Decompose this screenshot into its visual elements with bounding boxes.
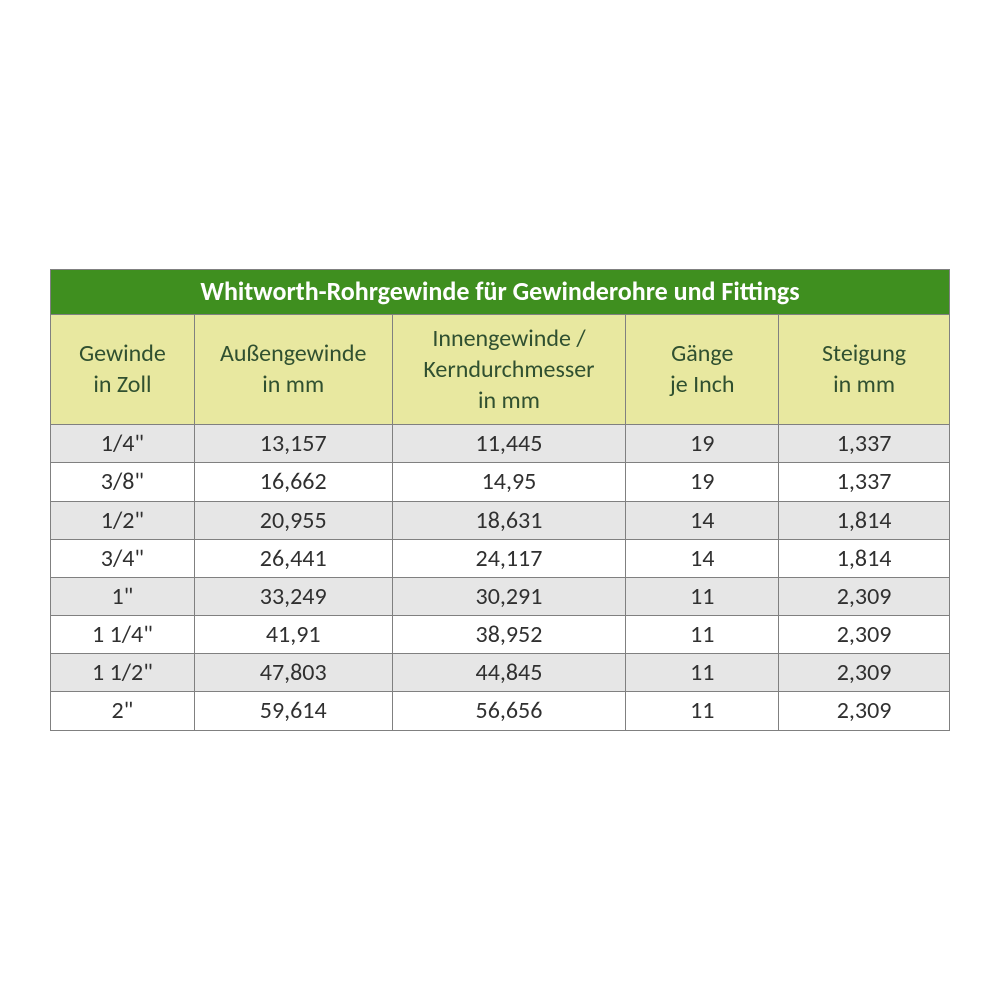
cell: 1,814 xyxy=(779,501,950,539)
table-container: Whitworth-Rohrgewinde für Gewinderohre u… xyxy=(50,269,950,730)
cell: 2,309 xyxy=(779,616,950,654)
table-row: 1/4" 13,157 11,445 19 1,337 xyxy=(51,425,950,463)
cell: 1 1/4" xyxy=(51,616,195,654)
header-4-line2: in mm xyxy=(833,370,895,399)
cell: 1" xyxy=(51,577,195,615)
cell: 19 xyxy=(626,425,779,463)
cell: 16,662 xyxy=(194,463,392,501)
table-row: 1 1/2" 47,803 44,845 11 2,309 xyxy=(51,654,950,692)
column-header-1: Außengewinde in mm xyxy=(194,314,392,425)
table-row: 1 1/4" 41,91 38,952 11 2,309 xyxy=(51,616,950,654)
whitworth-table: Whitworth-Rohrgewinde für Gewinderohre u… xyxy=(50,269,950,730)
table-header-row: Gewinde in Zoll Außengewinde in mm Innen… xyxy=(51,314,950,425)
cell: 1,337 xyxy=(779,425,950,463)
table-body: 1/4" 13,157 11,445 19 1,337 3/8" 16,662 … xyxy=(51,425,950,731)
cell: 33,249 xyxy=(194,577,392,615)
cell: 44,845 xyxy=(392,654,626,692)
table-title-row: Whitworth-Rohrgewinde für Gewinderohre u… xyxy=(51,270,950,314)
cell: 2" xyxy=(51,692,195,730)
cell: 1,337 xyxy=(779,463,950,501)
cell: 11,445 xyxy=(392,425,626,463)
cell: 11 xyxy=(626,692,779,730)
cell: 11 xyxy=(626,616,779,654)
cell: 1 1/2" xyxy=(51,654,195,692)
header-0-line1: Gewinde xyxy=(79,339,166,368)
cell: 11 xyxy=(626,654,779,692)
header-3-line1: Gänge xyxy=(671,339,733,368)
cell: 14,95 xyxy=(392,463,626,501)
cell: 18,631 xyxy=(392,501,626,539)
column-header-2: Innengewinde / Kerndurchmesser in mm xyxy=(392,314,626,425)
cell: 11 xyxy=(626,577,779,615)
header-2-line2: Kerndurchmesser xyxy=(423,355,594,384)
column-header-0: Gewinde in Zoll xyxy=(51,314,195,425)
cell: 24,117 xyxy=(392,539,626,577)
cell: 19 xyxy=(626,463,779,501)
cell: 3/8" xyxy=(51,463,195,501)
header-0-line2: in Zoll xyxy=(93,370,151,399)
header-1-line1: Außengewinde xyxy=(220,339,366,368)
cell: 14 xyxy=(626,539,779,577)
table-row: 2" 59,614 56,656 11 2,309 xyxy=(51,692,950,730)
cell: 1/4" xyxy=(51,425,195,463)
cell: 56,656 xyxy=(392,692,626,730)
cell: 30,291 xyxy=(392,577,626,615)
cell: 3/4" xyxy=(51,539,195,577)
header-4-line1: Steigung xyxy=(822,339,906,368)
column-header-3: Gänge je Inch xyxy=(626,314,779,425)
table-row: 3/4" 26,441 24,117 14 1,814 xyxy=(51,539,950,577)
header-3-line2: je Inch xyxy=(670,370,735,399)
table-row: 1" 33,249 30,291 11 2,309 xyxy=(51,577,950,615)
cell: 1,814 xyxy=(779,539,950,577)
table-row: 1/2" 20,955 18,631 14 1,814 xyxy=(51,501,950,539)
cell: 59,614 xyxy=(194,692,392,730)
cell: 38,952 xyxy=(392,616,626,654)
table-title: Whitworth-Rohrgewinde für Gewinderohre u… xyxy=(51,270,950,314)
cell: 1/2" xyxy=(51,501,195,539)
cell: 13,157 xyxy=(194,425,392,463)
cell: 2,309 xyxy=(779,577,950,615)
cell: 2,309 xyxy=(779,654,950,692)
cell: 2,309 xyxy=(779,692,950,730)
cell: 41,91 xyxy=(194,616,392,654)
header-2-line3: in mm xyxy=(478,386,540,415)
cell: 14 xyxy=(626,501,779,539)
header-2-line1: Innengewinde / xyxy=(432,324,585,353)
header-1-line2: in mm xyxy=(262,370,324,399)
table-row: 3/8" 16,662 14,95 19 1,337 xyxy=(51,463,950,501)
cell: 26,441 xyxy=(194,539,392,577)
cell: 47,803 xyxy=(194,654,392,692)
cell: 20,955 xyxy=(194,501,392,539)
column-header-4: Steigung in mm xyxy=(779,314,950,425)
